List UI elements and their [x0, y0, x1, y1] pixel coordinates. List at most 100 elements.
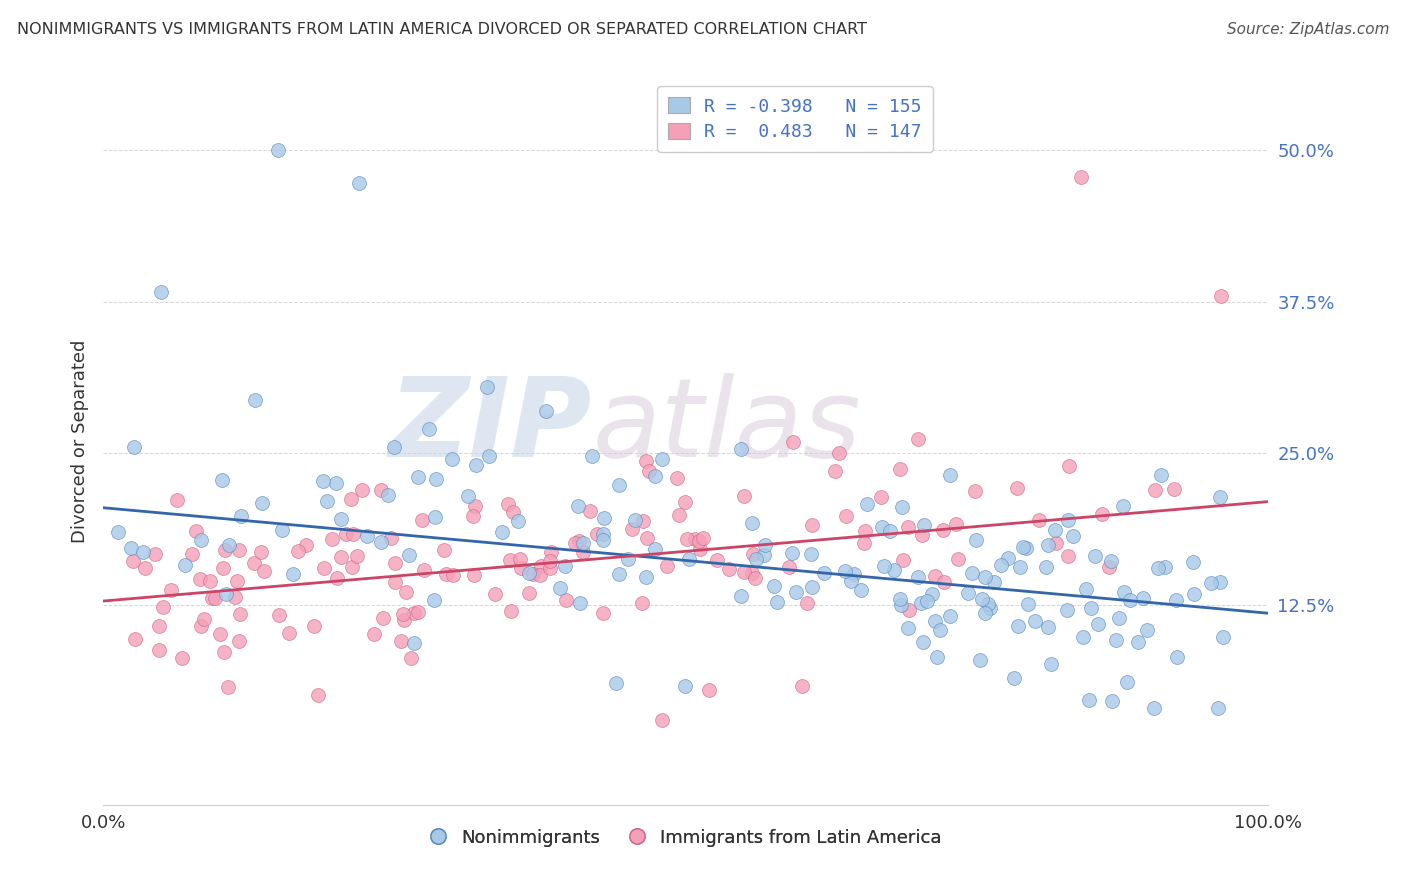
Point [287, 544, 309, 558]
Point [744, 571, 766, 585]
Point [349, 176, 371, 190]
Point [907, 432, 929, 446]
Point [592, 511, 614, 525]
Point [630, 596, 652, 610]
Point [1135, 623, 1157, 637]
Point [620, 522, 643, 536]
Point [856, 497, 879, 511]
Point [1099, 554, 1122, 568]
Point [174, 558, 197, 573]
Point [973, 606, 995, 620]
Point [1163, 482, 1185, 496]
Point [356, 529, 378, 543]
Point [267, 143, 290, 157]
Point [350, 483, 373, 497]
Point [730, 589, 752, 603]
Point [1101, 694, 1123, 708]
Point [134, 561, 156, 575]
Text: NONIMMIGRANTS VS IMMIGRANTS FROM LATIN AMERICA DIVORCED OR SEPARATED CORRELATION: NONIMMIGRANTS VS IMMIGRANTS FROM LATIN A… [17, 22, 868, 37]
Point [834, 564, 856, 578]
Point [889, 591, 911, 606]
Point [572, 545, 595, 559]
Point [676, 532, 699, 546]
Point [678, 551, 700, 566]
Point [330, 549, 353, 564]
Point [741, 516, 763, 531]
Point [484, 587, 506, 601]
Point [581, 449, 603, 463]
Point [616, 552, 638, 566]
Point [190, 572, 212, 586]
Point [166, 493, 188, 508]
Point [1181, 555, 1204, 569]
Point [666, 471, 689, 485]
Point [946, 552, 969, 566]
Point [302, 618, 325, 632]
Point [1098, 560, 1121, 574]
Point [228, 633, 250, 648]
Point [193, 612, 215, 626]
Point [564, 536, 586, 550]
Point [586, 527, 609, 541]
Point [1015, 541, 1038, 555]
Text: ZIP: ZIP [388, 373, 592, 480]
Point [890, 598, 912, 612]
Point [907, 570, 929, 584]
Point [983, 575, 1005, 590]
Point [312, 561, 335, 575]
Point [1002, 672, 1025, 686]
Point [644, 542, 666, 557]
Point [689, 542, 711, 557]
Point [883, 563, 905, 577]
Point [477, 379, 499, 393]
Point [190, 533, 212, 548]
Point [463, 568, 485, 582]
Point [966, 533, 988, 547]
Point [1209, 490, 1232, 504]
Point [1119, 593, 1142, 607]
Point [499, 553, 522, 567]
Point [218, 538, 240, 552]
Point [925, 650, 948, 665]
Point [796, 596, 818, 610]
Point [229, 508, 252, 523]
Point [124, 632, 146, 647]
Point [785, 584, 807, 599]
Point [464, 499, 486, 513]
Point [1080, 601, 1102, 615]
Point [634, 454, 657, 468]
Point [461, 508, 484, 523]
Point [371, 610, 394, 624]
Point [402, 636, 425, 650]
Point [1005, 481, 1028, 495]
Point [250, 496, 273, 510]
Point [1112, 499, 1135, 513]
Point [413, 563, 436, 577]
Point [742, 547, 765, 561]
Point [1028, 512, 1050, 526]
Point [148, 643, 170, 657]
Point [1076, 582, 1098, 596]
Point [316, 493, 339, 508]
Point [592, 606, 614, 620]
Point [1182, 587, 1205, 601]
Point [120, 541, 142, 555]
Point [1201, 576, 1223, 591]
Point [1144, 483, 1167, 497]
Point [929, 623, 952, 637]
Point [441, 452, 464, 467]
Point [1056, 549, 1078, 564]
Text: Source: ZipAtlas.com: Source: ZipAtlas.com [1226, 22, 1389, 37]
Point [592, 533, 614, 547]
Point [1059, 458, 1081, 473]
Point [502, 505, 524, 519]
Point [636, 531, 658, 545]
Point [198, 574, 221, 588]
Point [464, 458, 486, 473]
Point [973, 569, 995, 583]
Point [152, 600, 174, 615]
Point [434, 567, 457, 582]
Point [782, 435, 804, 450]
Point [228, 542, 250, 557]
Point [1153, 560, 1175, 574]
